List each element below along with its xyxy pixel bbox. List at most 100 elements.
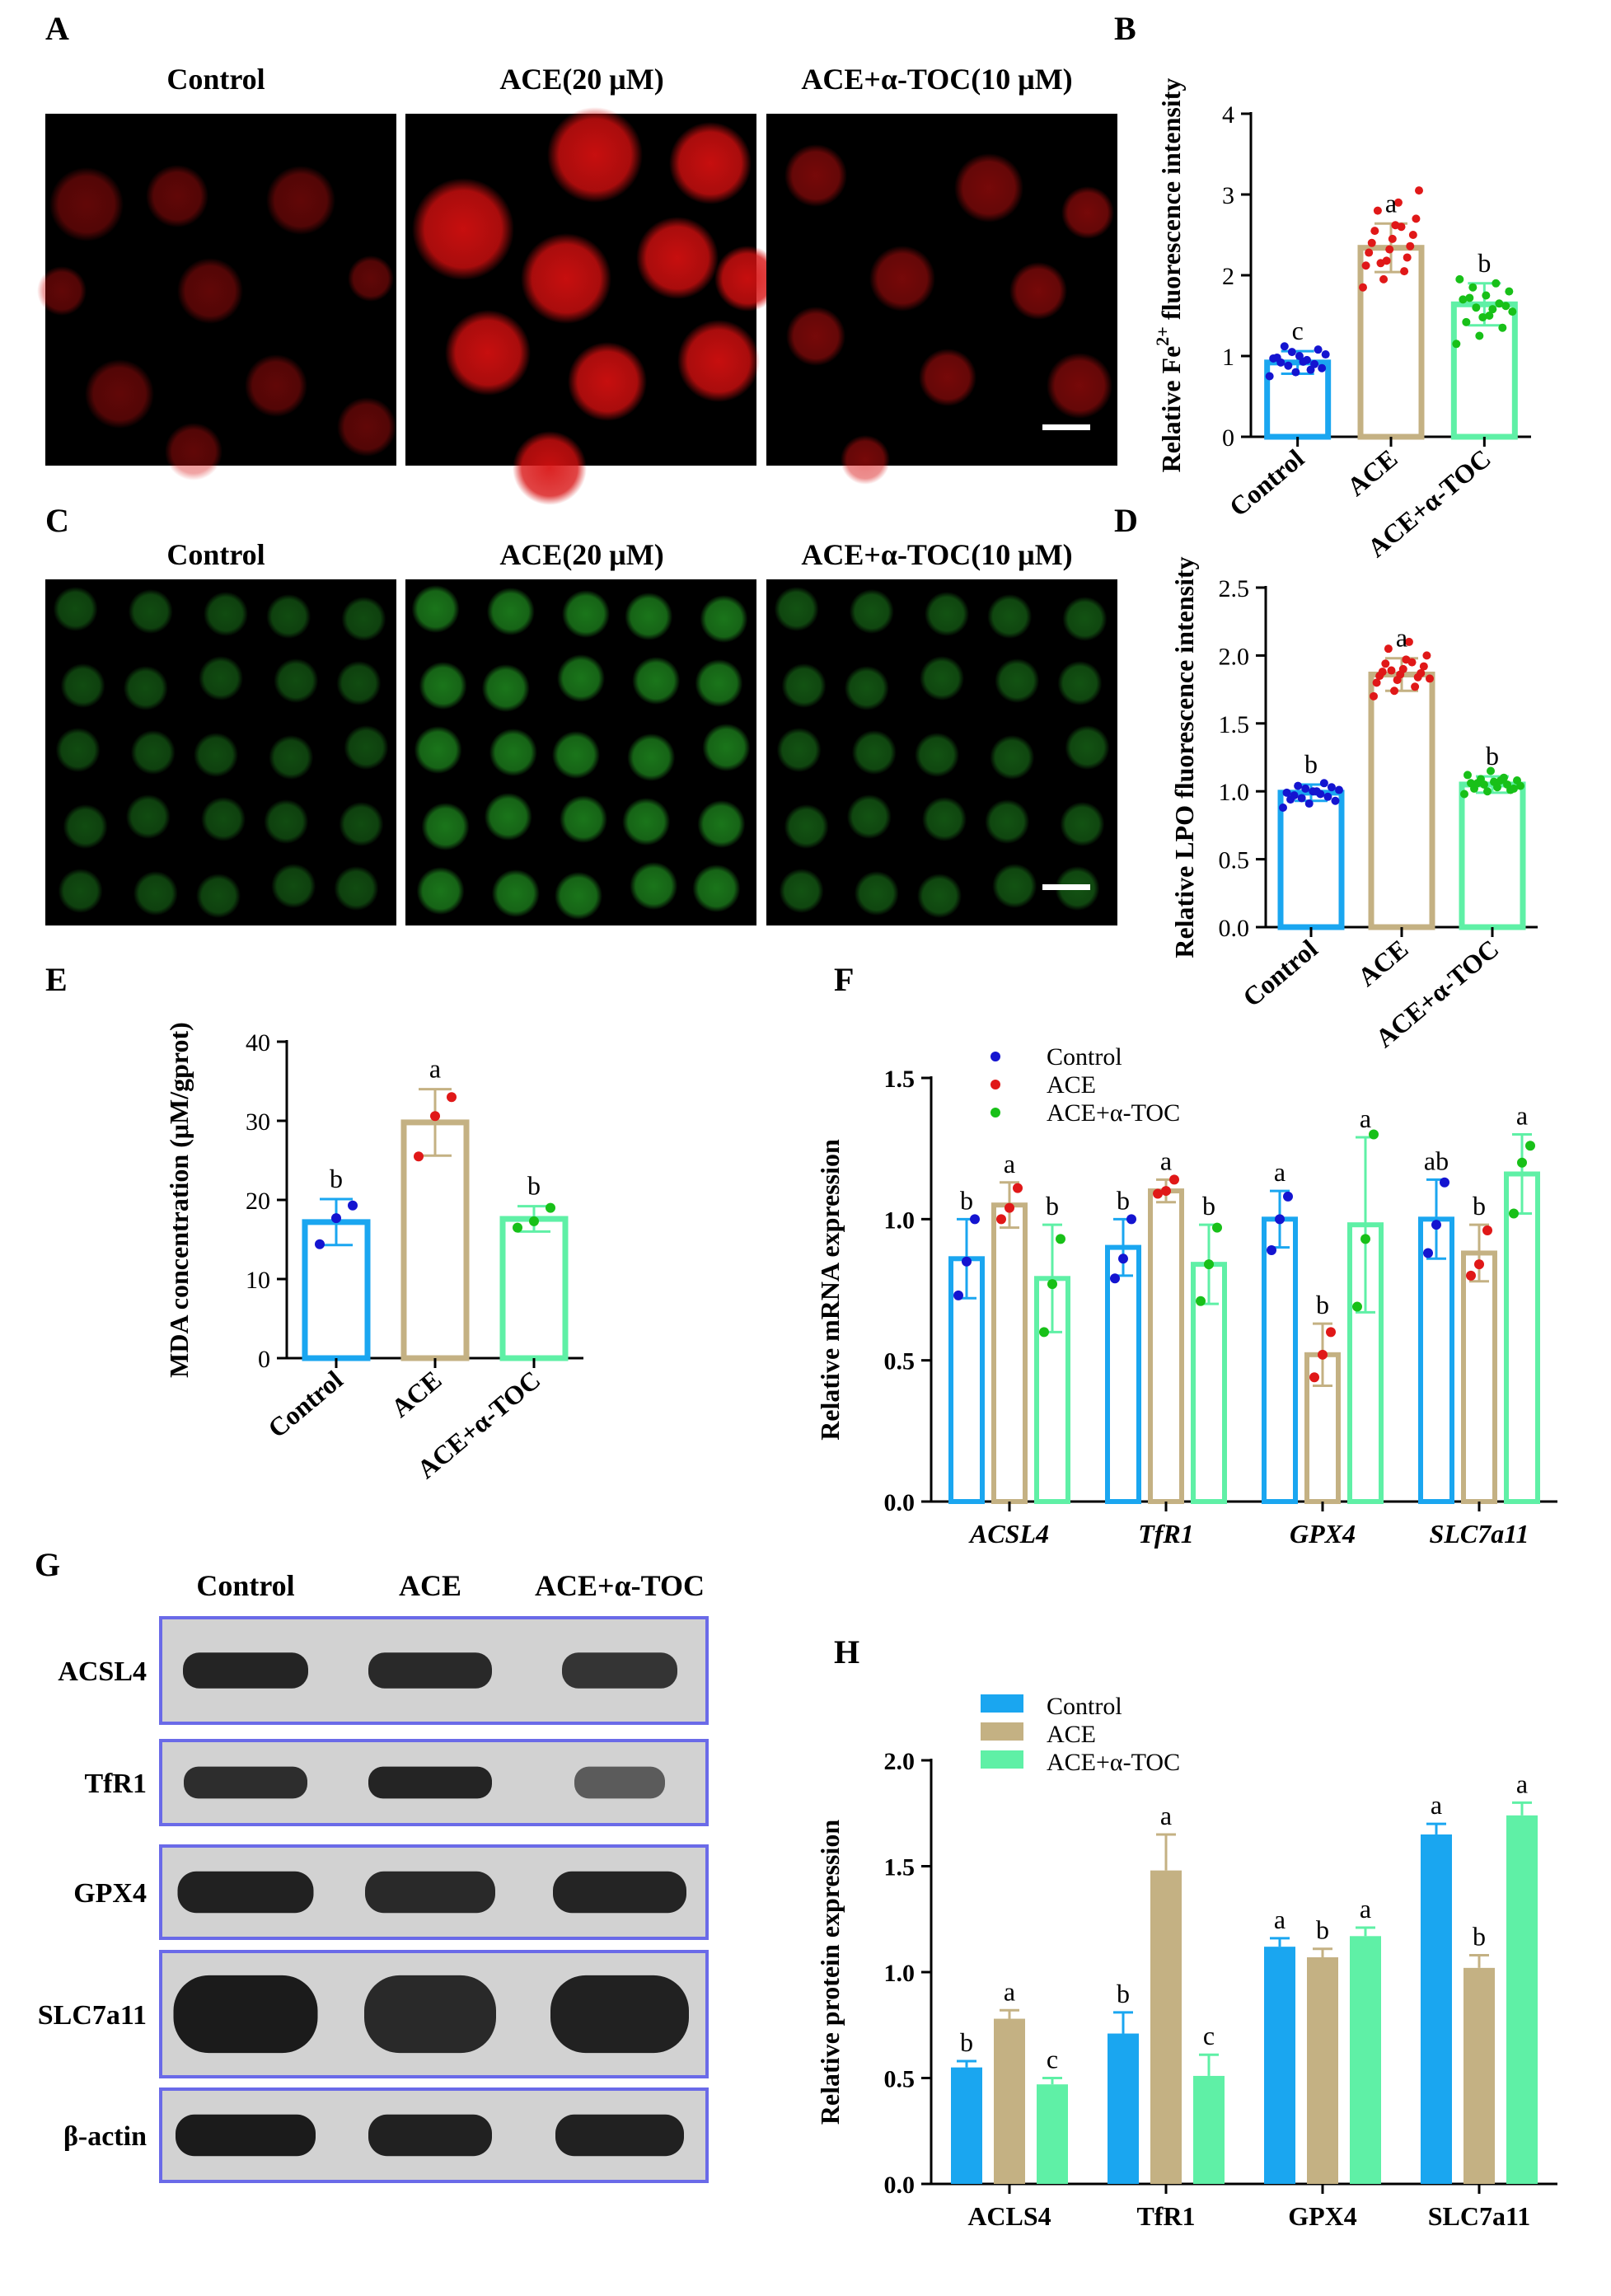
blot-band — [368, 2114, 492, 2157]
data-point — [1400, 267, 1409, 276]
significance-letter: a — [1431, 1790, 1442, 1820]
significance-letter: a — [1360, 1894, 1371, 1923]
data-point — [1387, 666, 1396, 675]
data-point — [1467, 779, 1475, 788]
panel-c-cell — [990, 735, 1035, 780]
data-point — [1408, 231, 1417, 239]
data-point — [1460, 790, 1468, 799]
data-point — [348, 1200, 358, 1211]
data-point — [1056, 1234, 1065, 1244]
data-point — [447, 1092, 457, 1103]
blot-band — [555, 2114, 684, 2157]
panel-c-cell — [55, 728, 101, 772]
data-point — [1452, 340, 1461, 349]
panel-c-cell — [702, 724, 751, 771]
western-blot: ACSL4 TfR1 GPX4 SLC7a11 β-actin — [38, 1616, 709, 2183]
data-point — [1321, 350, 1330, 359]
data-point — [1403, 253, 1412, 262]
panel-c-cell — [849, 589, 894, 634]
data-point — [1204, 1259, 1214, 1270]
data-point — [1279, 803, 1287, 812]
significance-letter: a — [1004, 1149, 1015, 1178]
panel-a-cell — [869, 246, 935, 312]
y-tick-label: 1.5 — [884, 1066, 916, 1093]
data-point — [513, 1222, 522, 1233]
y-tick-label: 2 — [1222, 263, 1234, 290]
data-point — [1047, 1279, 1057, 1290]
data-point — [1306, 365, 1315, 374]
legend-swatch — [981, 1750, 1023, 1769]
y-tick-label: 0.5 — [1219, 847, 1250, 874]
panel-c-cell — [555, 872, 602, 920]
data-point — [1299, 357, 1308, 366]
data-point — [1381, 659, 1390, 668]
panel-c-cell — [774, 587, 819, 631]
bar — [1357, 245, 1425, 440]
blot-band — [553, 1871, 686, 1914]
data-point — [1153, 1188, 1163, 1199]
significance-letter: a — [1516, 1101, 1528, 1131]
data-point — [1282, 788, 1291, 797]
panel-c-cell — [204, 592, 248, 636]
significance-letter: a — [1360, 1103, 1371, 1133]
significance-letter: b — [1202, 1191, 1215, 1221]
data-point — [1478, 312, 1487, 321]
data-point — [1126, 1214, 1136, 1225]
data-point — [1013, 1183, 1023, 1193]
data-point — [1398, 664, 1407, 673]
blot-band — [562, 1652, 677, 1689]
panel-c-cell — [336, 661, 382, 705]
significance-letter: ab — [1424, 1146, 1449, 1175]
significance-letter: a — [429, 1054, 441, 1084]
chart-f: F 0.0 0.5 1.0 1.5 Relative mRNA expression Con… — [815, 961, 1557, 1549]
significance-letter: a — [1396, 623, 1407, 653]
data-point — [1462, 317, 1471, 326]
panel-a-cell — [547, 107, 643, 203]
panel-c-cell — [58, 869, 103, 913]
significance-letter: b — [960, 1185, 973, 1215]
panel-c-cell — [416, 867, 465, 915]
data-point — [1459, 295, 1468, 304]
data-point — [1327, 783, 1336, 792]
panel-c-cell — [266, 594, 311, 639]
panel-c-cell — [560, 795, 607, 843]
panel-a-cell — [412, 178, 514, 280]
bar — [1264, 1947, 1295, 2184]
bar — [1105, 1244, 1141, 1504]
data-point — [970, 1214, 980, 1225]
panel-a-cell — [1061, 186, 1114, 239]
panel-a-cell — [337, 397, 396, 457]
blot-band — [364, 1975, 496, 2054]
data-point — [1287, 348, 1296, 357]
bar — [1108, 2033, 1139, 2184]
y-tick-label: 40 — [246, 1029, 270, 1057]
panel-a-cell — [1009, 262, 1067, 320]
legend-swatch — [981, 1694, 1023, 1713]
data-point — [1508, 307, 1517, 316]
panel-c-cell — [481, 664, 530, 712]
data-point — [1496, 776, 1505, 785]
data-point — [1370, 227, 1379, 236]
significance-letter: b — [1316, 1915, 1329, 1945]
significance-letter: b — [1473, 1191, 1486, 1221]
significance-letter: c — [1203, 2021, 1215, 2050]
bar — [951, 2067, 982, 2184]
data-point — [1384, 644, 1393, 654]
panel-c-cell — [125, 794, 171, 839]
y-tick-label: 30 — [246, 1108, 270, 1136]
panel-c-cell — [1060, 802, 1105, 846]
bar — [1148, 1188, 1184, 1504]
data-point — [1483, 787, 1492, 796]
panel-a-cell — [245, 354, 307, 417]
data-point — [1039, 1327, 1049, 1338]
x-tick-label: Control — [1237, 934, 1323, 1013]
panel-c-cell — [411, 585, 460, 633]
data-point — [1370, 691, 1378, 701]
data-point — [1463, 771, 1472, 780]
bar — [991, 1202, 1028, 1504]
panel-c-cell — [489, 729, 537, 776]
data-point — [1393, 198, 1403, 207]
data-point — [1360, 1234, 1370, 1244]
panel-c-cell — [844, 666, 889, 710]
